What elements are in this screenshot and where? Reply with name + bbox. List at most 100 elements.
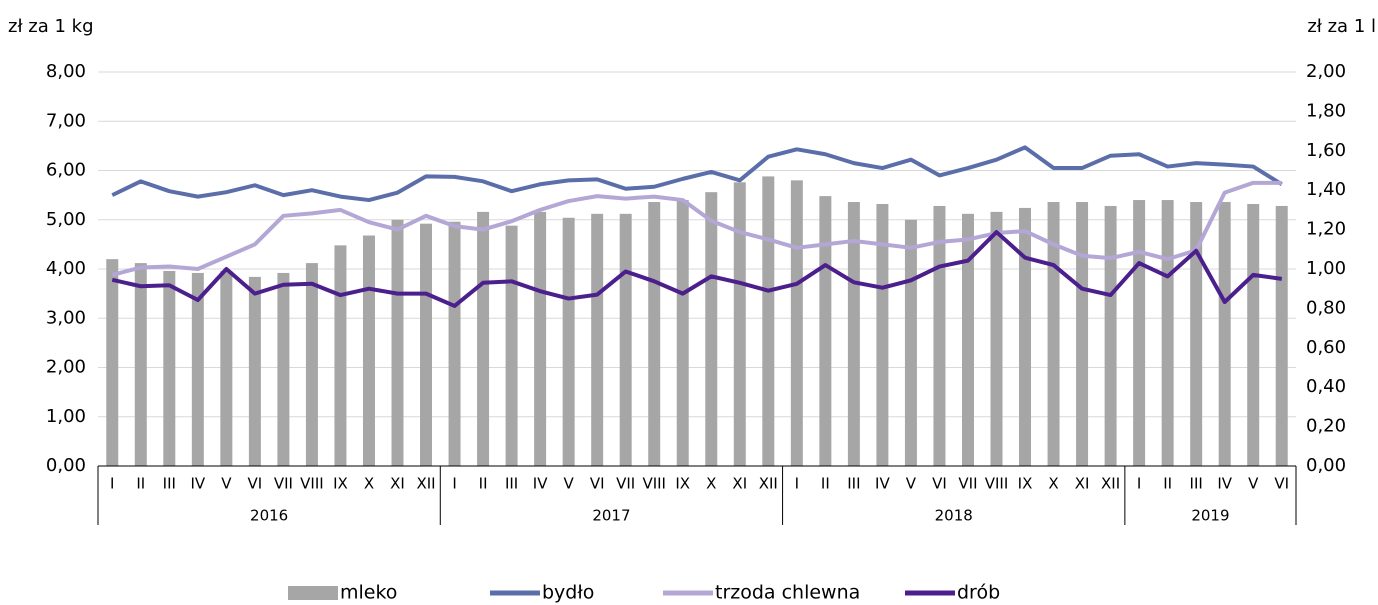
y-tick-label: 3,00 xyxy=(46,307,86,328)
bar xyxy=(477,211,490,466)
bar xyxy=(819,196,832,467)
bar xyxy=(847,202,860,466)
x-tick-label: VI xyxy=(932,475,947,493)
bar xyxy=(334,245,347,466)
x-tick-label: VIII xyxy=(300,475,324,493)
x-tick-label: V xyxy=(564,475,575,493)
y2-tick-label: 2,00 xyxy=(1306,61,1346,82)
x-tick-label: XII xyxy=(759,475,778,493)
y2-tick-label: 0,60 xyxy=(1306,337,1346,358)
x-tick-label: XII xyxy=(416,475,435,493)
bar xyxy=(305,263,318,466)
y-tick-label: 0,00 xyxy=(46,455,86,476)
y2-tick-label: 0,80 xyxy=(1306,297,1346,318)
bar xyxy=(1218,202,1231,466)
x-tick-label: XI xyxy=(732,475,747,493)
bar xyxy=(619,213,632,466)
x-tick-label: III xyxy=(505,475,518,493)
bar xyxy=(1161,200,1174,467)
y2-tick-label: 0,00 xyxy=(1306,455,1346,476)
y-tick-label: 6,00 xyxy=(46,160,86,181)
x-tick-label: X xyxy=(364,475,374,493)
bar xyxy=(248,276,261,466)
bar xyxy=(220,270,233,466)
x-tick-label: XII xyxy=(1101,475,1120,493)
bar xyxy=(505,225,518,466)
x-tick-label: VI xyxy=(590,475,605,493)
bar xyxy=(1247,203,1260,467)
x-tick-label: VI xyxy=(1274,475,1289,493)
y2-tick-label: 0,20 xyxy=(1306,416,1346,437)
y-tick-label: 1,00 xyxy=(46,406,86,427)
x-tick-label: I xyxy=(110,475,114,493)
legend-label: mleko xyxy=(340,582,397,604)
bar xyxy=(277,272,290,466)
x-tick-label: VII xyxy=(616,475,635,493)
bar xyxy=(1275,205,1288,466)
x-tick-label: IV xyxy=(875,475,890,493)
legend-swatch xyxy=(288,586,338,600)
bar xyxy=(876,203,889,467)
bar xyxy=(762,176,775,466)
bar xyxy=(790,180,803,466)
y2-tick-label: 1,40 xyxy=(1306,179,1346,200)
y2-tick-label: 1,80 xyxy=(1306,100,1346,121)
bar xyxy=(1019,207,1032,466)
x-tick-label: V xyxy=(221,475,232,493)
y2-tick-label: 0,40 xyxy=(1306,376,1346,397)
x-tick-label: III xyxy=(847,475,860,493)
x-tick-label: VIII xyxy=(642,475,666,493)
bar xyxy=(134,263,147,466)
x-tick-label: XI xyxy=(390,475,405,493)
x-tick-label: IV xyxy=(533,475,548,493)
bar xyxy=(1076,202,1089,466)
y-tick-label: 7,00 xyxy=(46,110,86,131)
x-tick-label: IV xyxy=(1217,475,1232,493)
x-tick-label: IX xyxy=(1018,475,1033,493)
bar xyxy=(562,217,575,466)
x-tick-label: I xyxy=(795,475,799,493)
y-axis-title: zł za 1 kg xyxy=(8,16,94,37)
x-tick-label: I xyxy=(452,475,456,493)
bar xyxy=(961,213,974,466)
x-tick-label: IV xyxy=(190,475,205,493)
y-tick-label: 8,00 xyxy=(46,61,86,82)
x-tick-label: X xyxy=(1048,475,1058,493)
legend-label: drób xyxy=(957,582,1000,604)
x-group-label: 2016 xyxy=(250,507,288,525)
bar xyxy=(191,272,204,466)
x-tick-label: III xyxy=(1190,475,1203,493)
bar xyxy=(591,213,604,466)
bar xyxy=(705,192,718,467)
bar xyxy=(1104,205,1117,466)
x-tick-label: II xyxy=(136,475,145,493)
x-tick-label: X xyxy=(706,475,716,493)
bar xyxy=(391,219,404,466)
x-tick-label: III xyxy=(163,475,176,493)
x-tick-label: V xyxy=(1248,475,1259,493)
bar xyxy=(904,219,917,466)
legend-label: bydło xyxy=(542,582,594,604)
bar xyxy=(733,182,746,466)
x-tick-label: VIII xyxy=(985,475,1009,493)
x-tick-label: II xyxy=(821,475,830,493)
bar xyxy=(534,211,547,466)
x-tick-label: IX xyxy=(675,475,690,493)
bar xyxy=(1133,200,1146,467)
x-group-label: 2018 xyxy=(935,507,973,525)
bar xyxy=(1047,202,1060,466)
x-group-label: 2019 xyxy=(1191,507,1229,525)
y-tick-label: 4,00 xyxy=(46,258,86,279)
x-tick-label: VII xyxy=(958,475,977,493)
y2-tick-label: 1,60 xyxy=(1306,140,1346,161)
bar xyxy=(648,202,661,466)
y-tick-label: 2,00 xyxy=(46,357,86,378)
bar xyxy=(990,211,1003,466)
x-tick-label: I xyxy=(1137,475,1141,493)
x-tick-label: IX xyxy=(333,475,348,493)
x-tick-label: II xyxy=(479,475,488,493)
x-tick-label: V xyxy=(906,475,917,493)
line xyxy=(111,230,1283,308)
